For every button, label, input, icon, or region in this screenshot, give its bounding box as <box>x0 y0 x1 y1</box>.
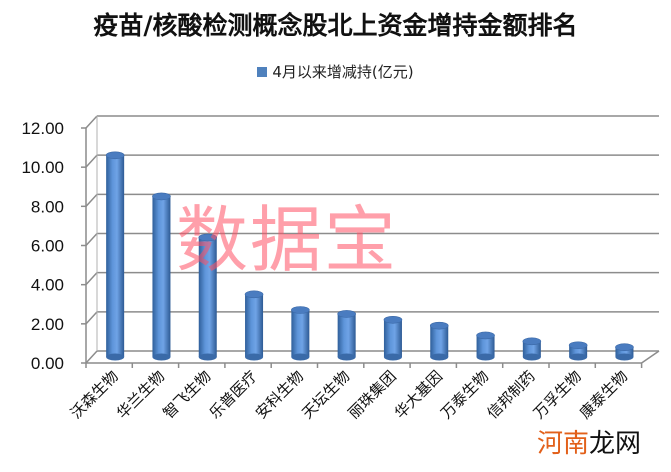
bar <box>105 151 125 361</box>
bar <box>337 310 356 361</box>
x-category-label: 信邦制药 <box>484 367 539 422</box>
bar <box>198 233 218 361</box>
x-category-label: 乐普医疗 <box>206 367 261 422</box>
bar <box>291 306 310 361</box>
bar <box>244 290 264 361</box>
bar <box>568 341 588 361</box>
x-category-label: 沃森生物 <box>67 367 122 422</box>
chart-title: 疫苗/核酸检测概念股北上资金增持金额排名 <box>93 11 578 40</box>
bar <box>429 321 449 361</box>
bar <box>152 192 171 361</box>
x-category-label: 华大基因 <box>391 367 446 422</box>
x-category-label: 丽珠集团 <box>345 367 400 422</box>
chart-legend: 4月以来增减持(亿元) <box>0 61 671 82</box>
y-tick-label: 10.00 <box>21 158 64 177</box>
x-category-label: 万孚生物 <box>530 367 585 422</box>
x-category-label: 华兰生物 <box>113 367 168 422</box>
legend-swatch-icon <box>257 67 268 77</box>
x-category-label: 智飞生物 <box>159 367 214 422</box>
y-tick-label: 2.00 <box>31 315 64 334</box>
gridlines <box>85 115 659 364</box>
y-tick-label: 12.00 <box>21 119 64 138</box>
y-tick-label: 4.00 <box>31 276 64 295</box>
x-category-label: 万泰生物 <box>437 367 492 422</box>
y-tick-label: 0.00 <box>31 354 64 373</box>
bar <box>522 337 542 361</box>
legend-label: 4月以来增减持(亿元) <box>272 63 414 81</box>
bar <box>383 315 403 361</box>
bar <box>476 331 495 361</box>
bar <box>615 343 634 361</box>
x-category-label: 康泰生物 <box>576 367 631 422</box>
x-category-label: 安科生物 <box>252 367 307 422</box>
x-category-label: 天坛生物 <box>298 367 353 422</box>
bars <box>105 151 634 361</box>
y-tick-label: 6.00 <box>31 237 64 256</box>
y-tick-label: 8.00 <box>31 197 64 216</box>
